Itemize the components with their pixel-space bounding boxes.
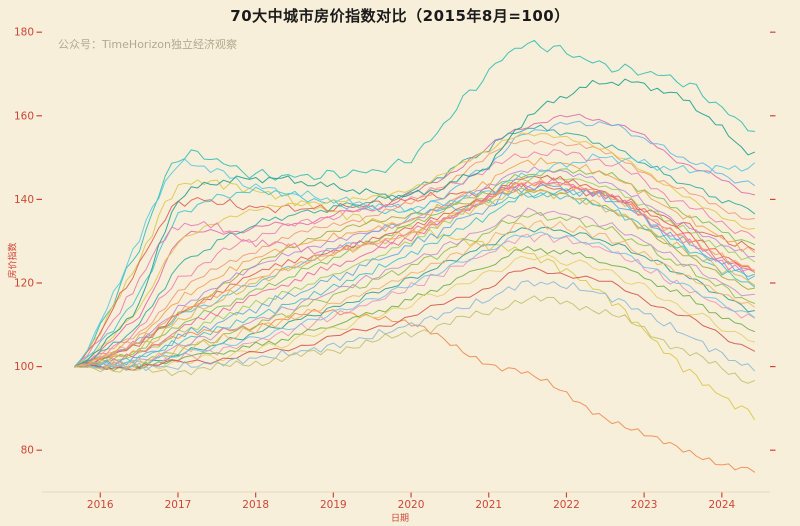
series-line xyxy=(74,187,755,368)
x-tick-label: 2023 xyxy=(631,499,658,511)
series-line xyxy=(74,295,755,384)
series-line xyxy=(74,177,755,368)
series-line xyxy=(74,233,755,370)
series-line xyxy=(74,246,755,371)
y-tick-label: 80 xyxy=(21,445,34,457)
y-tick-label: 180 xyxy=(14,27,34,39)
watermark: 公众号：TimeHorizon独立经济观察 xyxy=(58,38,237,51)
x-tick-label: 2017 xyxy=(165,499,192,511)
series-line xyxy=(74,186,755,368)
chart-title: 70大中城市房价指数对比（2015年8月=100） xyxy=(230,7,570,25)
series-line xyxy=(74,192,755,368)
series-line xyxy=(74,254,755,371)
series-line xyxy=(74,212,755,370)
series-line xyxy=(74,181,755,368)
series-line xyxy=(74,39,755,368)
series-line xyxy=(74,280,755,372)
series-line xyxy=(74,178,755,368)
series-line xyxy=(74,132,755,368)
series-line xyxy=(74,175,755,368)
y-tick-label: 140 xyxy=(14,194,34,206)
x-tick-label: 2019 xyxy=(320,499,347,511)
series-line xyxy=(74,78,755,368)
series-line xyxy=(74,308,755,473)
series-line xyxy=(74,267,755,371)
x-axis-label: 日期 xyxy=(390,514,409,524)
series-line xyxy=(74,231,755,368)
y-axis-label: 房价指数 xyxy=(8,242,19,279)
x-tick-label: 2020 xyxy=(398,499,425,511)
x-tick-label: 2022 xyxy=(553,499,580,511)
series-line xyxy=(74,220,755,369)
x-tick-label: 2018 xyxy=(242,499,269,511)
series-line xyxy=(74,207,755,369)
series-line xyxy=(74,168,755,368)
series-line xyxy=(74,124,755,368)
x-tick-label: 2016 xyxy=(87,499,114,511)
y-tick-label: 160 xyxy=(14,110,34,122)
series-line xyxy=(74,174,755,368)
series-line xyxy=(74,188,755,368)
series-line xyxy=(74,157,755,368)
series-line xyxy=(74,149,755,368)
x-tick-label: 2021 xyxy=(475,499,502,511)
series-line xyxy=(74,153,755,368)
y-tick-label: 100 xyxy=(14,361,34,373)
series-line xyxy=(74,184,755,368)
series-line xyxy=(74,139,755,368)
y-tick-label: 120 xyxy=(14,277,34,289)
x-tick-label: 2024 xyxy=(708,499,735,511)
